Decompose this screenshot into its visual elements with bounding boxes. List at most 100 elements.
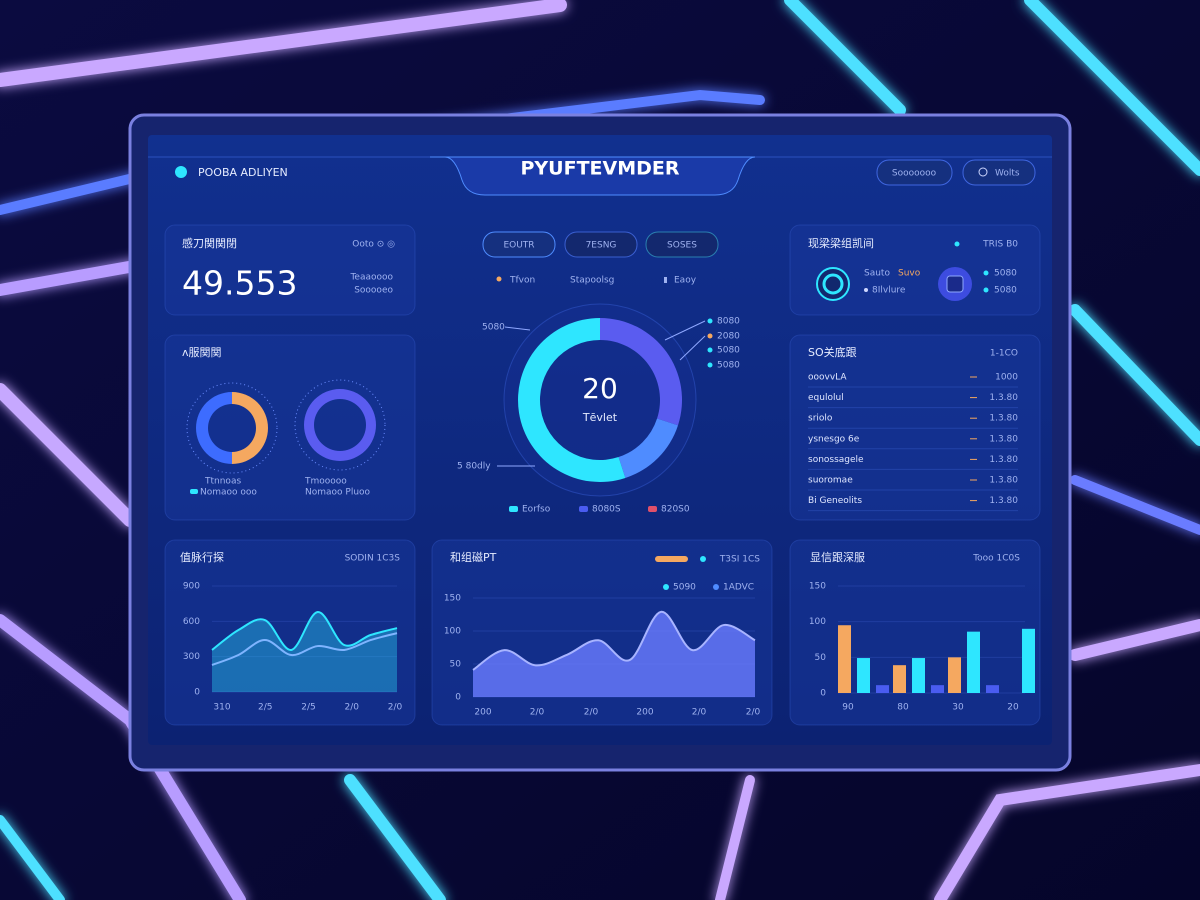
x-tick-label: 200 xyxy=(474,708,491,718)
callout-dots xyxy=(707,318,713,368)
panel-legend: TRIS B0 xyxy=(982,240,1018,250)
donut-value: 20 xyxy=(582,372,618,405)
kpi-note: Sooooeo xyxy=(354,286,393,296)
y-tick-label: 900 xyxy=(183,582,200,592)
status-text: Sauto xyxy=(864,269,890,279)
chart-legend: SODIN 1C3S xyxy=(345,554,401,564)
bar xyxy=(967,631,980,693)
brand: POOBA ADLIYEN xyxy=(198,166,288,179)
legend-swatch xyxy=(190,489,198,494)
legend-label: 820S0 xyxy=(661,505,690,515)
button-label[interactable]: Sooooooo xyxy=(892,169,937,179)
tab-label[interactable]: 7ESNG xyxy=(586,241,617,251)
status-text: 5080 xyxy=(994,269,1017,279)
filter[interactable]: Tfvon xyxy=(509,276,535,286)
tab-label[interactable]: EOUTR xyxy=(503,241,534,251)
button[interactable] xyxy=(876,159,953,186)
tab[interactable] xyxy=(564,231,638,258)
panel xyxy=(164,334,416,521)
panel-title: 现梁梁组凯间 xyxy=(808,236,874,250)
x-tick-label: 2/5 xyxy=(301,703,315,713)
filter-dot xyxy=(496,276,502,282)
y-tick-label: 100 xyxy=(444,627,461,637)
button-label[interactable]: Wolts xyxy=(995,169,1020,179)
title-tab xyxy=(430,156,756,196)
x-tick-label: 310 xyxy=(213,703,230,713)
x-tick-label: 20 xyxy=(1007,703,1019,713)
x-tick-label: 80 xyxy=(897,703,909,713)
row-name: ooovvLA xyxy=(808,373,847,383)
y-tick-label: 0 xyxy=(194,688,200,698)
row-name: equlolul xyxy=(808,393,844,403)
row-name: Bi Geneolits xyxy=(808,496,862,506)
button[interactable] xyxy=(962,159,1036,186)
bar xyxy=(857,658,870,693)
y-tick-label: 0 xyxy=(820,689,826,699)
legend-swatch xyxy=(648,506,657,512)
kpi-legend: Ooto ⊙ ◎ xyxy=(352,240,395,250)
row-value: 1.3.80 xyxy=(989,434,1018,444)
x-tick-label: 2/0 xyxy=(388,703,403,713)
status-icon xyxy=(946,275,964,293)
x-tick-label: 2/0 xyxy=(345,703,360,713)
tab[interactable] xyxy=(482,231,556,258)
row-value: 1.3.80 xyxy=(989,414,1018,424)
line xyxy=(472,610,756,671)
y-tick-label: 300 xyxy=(183,652,200,662)
leader-lines xyxy=(664,320,706,361)
y-tick-label: 150 xyxy=(809,582,826,592)
legend-swatch xyxy=(579,506,588,512)
donut-segment xyxy=(196,392,232,464)
panel xyxy=(164,539,416,726)
tab[interactable] xyxy=(645,231,719,258)
chart-legend: T3SI 1CS xyxy=(719,555,760,565)
bullet xyxy=(983,270,989,276)
row-name: sriolo xyxy=(808,414,833,424)
bar xyxy=(912,658,925,693)
x-tick-label: 30 xyxy=(952,703,964,713)
donut-segment xyxy=(232,392,268,464)
ring-label: Tmooooo xyxy=(304,477,347,487)
chart-legend: Tooo 1C0S xyxy=(972,554,1020,564)
brand-icon xyxy=(175,166,187,178)
chart-title: 值脉行探 xyxy=(180,550,224,564)
line xyxy=(211,632,398,666)
donut-callout: 5080 xyxy=(717,346,740,356)
bar xyxy=(893,665,906,693)
x-tick-label: 2/0 xyxy=(584,708,599,718)
row-value: 1.3.80 xyxy=(989,455,1018,465)
status-icon xyxy=(822,273,844,295)
status-text: 5080 xyxy=(994,286,1017,296)
row-name: ysnesgo 6e xyxy=(808,434,860,444)
panel-title: SO关底跟 xyxy=(808,345,857,359)
row-value: 1.3.80 xyxy=(989,476,1018,486)
filter[interactable]: Stapoolsg xyxy=(570,276,614,286)
ring-sub: Nomaoo Pluoo xyxy=(305,488,371,498)
filter[interactable]: Eaoy xyxy=(674,276,697,286)
kpi-note: Teaaoooo xyxy=(349,273,393,283)
title: PYUFTEVMDER xyxy=(520,158,679,180)
donut-callout: 5080 xyxy=(717,361,740,371)
legend-swatch xyxy=(509,506,518,512)
row-name: sonossagele xyxy=(808,455,864,465)
area xyxy=(473,611,755,697)
x-tick-label: 2/0 xyxy=(530,708,545,718)
donut-label: Tēvlet xyxy=(582,411,618,424)
row-value: 1.3.80 xyxy=(989,393,1018,403)
y-tick-label: 0 xyxy=(455,693,461,703)
bar xyxy=(931,685,944,693)
panel xyxy=(789,224,1041,316)
bar xyxy=(838,625,851,693)
tab-label[interactable]: SOSES xyxy=(667,241,697,251)
donut-callout: 5080 xyxy=(482,323,505,333)
x-tick-label: 90 xyxy=(842,703,854,713)
y-tick-label: 150 xyxy=(444,594,461,604)
chart-title: 显信跟深服 xyxy=(810,551,865,564)
line xyxy=(211,611,398,651)
row-value: 1000 xyxy=(995,373,1018,383)
chart-legend: 5090 xyxy=(673,583,696,593)
bar xyxy=(1022,628,1035,693)
ring-decor xyxy=(186,382,278,474)
panel-legend: 1-1CO xyxy=(990,349,1018,359)
